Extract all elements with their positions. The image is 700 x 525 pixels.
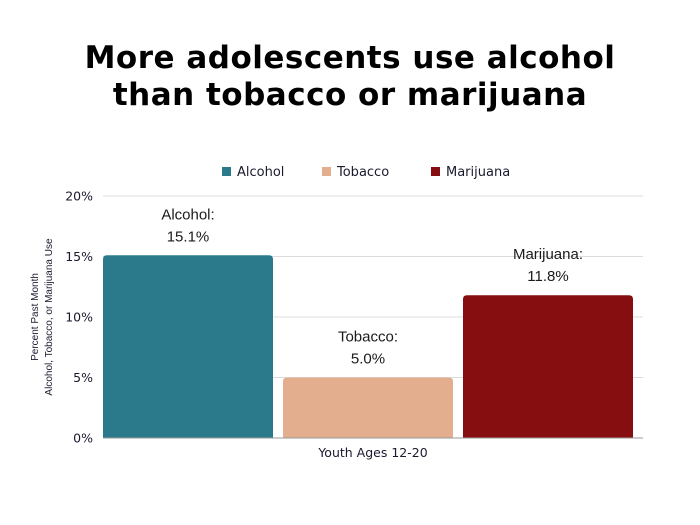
chart-title: More adolescents use alcohol than tobacc…	[0, 40, 700, 114]
bar-tobacco	[283, 377, 453, 438]
bars	[103, 255, 633, 438]
x-axis-label: Youth Ages 12-20	[317, 445, 427, 460]
legend-label-marijuana: Marijuana	[446, 165, 510, 180]
bar-alcohol	[103, 255, 273, 438]
data-label-marijuana: Marijuana:	[513, 246, 583, 263]
bar-marijuana	[463, 295, 633, 438]
y-tick-label: 15%	[65, 249, 93, 264]
legend: Alcohol Tobacco Marijuana	[222, 165, 510, 180]
legend-label-alcohol: Alcohol	[237, 165, 284, 180]
y-axis-label-line-1: Percent Past Month	[30, 273, 41, 361]
legend-label-tobacco: Tobacco	[336, 165, 389, 180]
data-label-tobacco: Tobacco:	[338, 329, 398, 346]
y-tick-label: 20%	[65, 189, 93, 204]
legend-swatch-marijuana	[431, 167, 440, 176]
data-label-marijuana: 11.8%	[527, 268, 568, 285]
chart-title-line-1: More adolescents use alcohol	[84, 40, 616, 76]
y-axis-ticks: 0% 5% 10% 15% 20%	[65, 189, 93, 446]
data-label-alcohol: 15.1%	[167, 228, 210, 245]
data-label-tobacco: 5.0%	[351, 351, 385, 368]
y-axis-label-line-2: Alcohol, Tobacco, or Marijuana Use	[44, 238, 55, 396]
y-tick-label: 10%	[65, 310, 93, 325]
legend-swatch-tobacco	[322, 167, 331, 176]
data-labels: Alcohol: 15.1% Tobacco: 5.0% Marijuana: 11.8%	[161, 206, 583, 367]
y-tick-label: 5%	[73, 370, 93, 385]
chart-title-line-2: than tobacco or marijuana	[112, 77, 588, 113]
legend-swatch-alcohol	[222, 167, 231, 176]
y-axis-label: Percent Past Month Alcohol, Tobacco, or …	[30, 238, 55, 396]
data-label-alcohol: Alcohol:	[161, 206, 214, 223]
y-tick-label: 0%	[73, 431, 93, 446]
